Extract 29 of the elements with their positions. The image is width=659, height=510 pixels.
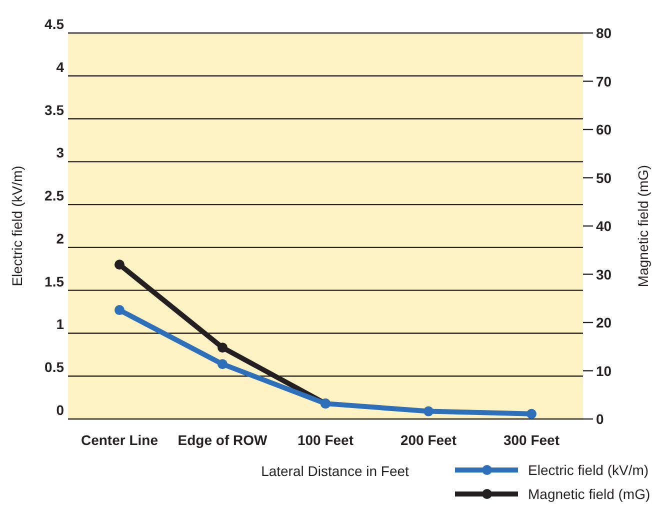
y2-tick-label: 20 [596, 314, 612, 330]
y-tick-label: 1.5 [44, 273, 64, 290]
y2-tick-label: 10 [596, 362, 612, 379]
y2-axis-title: Magnetic field (mG) [635, 164, 651, 288]
y-axis-title: Electric field (kV/m) [9, 166, 25, 286]
y2-tick-label: 70 [596, 73, 612, 90]
y-tick-label: 3.5 [44, 102, 64, 118]
y2-tick-label: 30 [596, 266, 612, 282]
y2-tick-label: 50 [596, 170, 612, 186]
y-tick-label: 4.5 [44, 16, 64, 32]
y2-tick-label: 40 [596, 218, 612, 234]
y-tick-label: 0.5 [44, 359, 64, 376]
x-tick-label: Center Line [80, 432, 158, 448]
y2-tick-label: 60 [596, 122, 612, 138]
y2-tick-label: 0 [596, 411, 604, 427]
x-tick-label: Edge of ROW [178, 432, 268, 448]
x-tick-label: 100 Feet [297, 432, 354, 448]
x-axis-title: Lateral Distance in Feet [261, 463, 410, 479]
legend-label: Magnetic field (mG) [528, 486, 650, 502]
x-tick-label: 300 Feet [503, 432, 560, 448]
y-tick-label: 2.5 [44, 188, 64, 204]
x-tick-label: 200 Feet [400, 432, 457, 448]
y2-tick-label: 80 [596, 25, 612, 41]
y-tick-label: 1 [56, 316, 64, 332]
y-tick-label: 3 [56, 144, 64, 161]
y-tick-label: 2 [56, 230, 64, 246]
y-tick-label: 4 [56, 58, 64, 75]
y-tick-label: 0 [56, 402, 64, 418]
legend-label: Electric field (kV/m) [528, 462, 649, 478]
